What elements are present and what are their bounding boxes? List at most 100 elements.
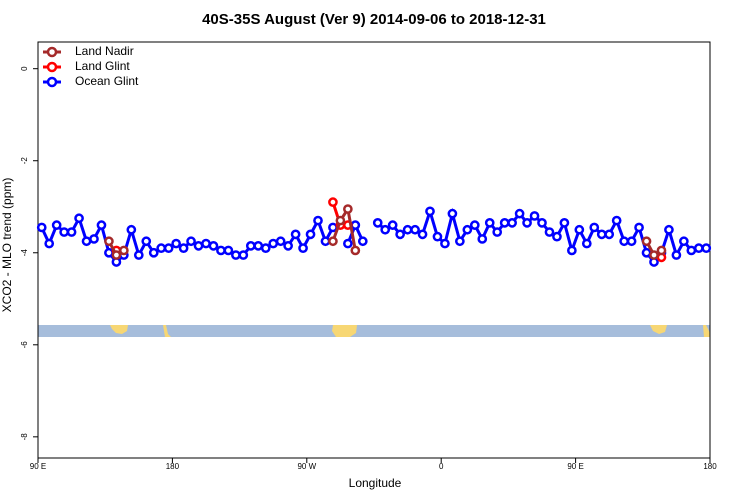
data-point xyxy=(253,241,264,251)
legend-item: Ocean Glint xyxy=(43,74,139,88)
x-axis-label: Longitude xyxy=(349,476,402,490)
data-point xyxy=(81,236,92,247)
data-point xyxy=(96,220,107,231)
data-point xyxy=(335,215,346,226)
data-point xyxy=(477,234,488,244)
data-point xyxy=(626,236,637,247)
legend-marker xyxy=(46,76,58,88)
data-point xyxy=(104,236,114,247)
data-point xyxy=(395,229,405,240)
y-tick-label: 0 xyxy=(20,66,29,71)
data-point xyxy=(425,206,435,217)
chart-title: 40S-35S August (Ver 9) 2014-09-06 to 201… xyxy=(202,11,546,28)
data-point xyxy=(343,204,353,214)
data-point xyxy=(74,213,84,224)
data-point xyxy=(701,243,712,254)
legend-marker xyxy=(46,46,58,58)
legend-label: Ocean Glint xyxy=(75,74,139,88)
data-point xyxy=(290,229,301,240)
x-tick-label: 90 E xyxy=(30,462,46,471)
data-point xyxy=(231,250,241,260)
data-point xyxy=(89,234,99,244)
data-point xyxy=(537,217,547,228)
data-point xyxy=(693,243,704,254)
data-point xyxy=(350,245,361,256)
y-tick-label: -2 xyxy=(20,157,29,165)
data-point xyxy=(357,236,368,247)
land-patch xyxy=(332,325,357,337)
data-point xyxy=(649,250,659,260)
data-point xyxy=(343,238,353,249)
data-point xyxy=(66,227,77,237)
data-point xyxy=(492,227,503,237)
data-point xyxy=(432,231,443,242)
land-patch xyxy=(110,325,128,334)
ocean-band xyxy=(38,325,710,337)
data-point xyxy=(581,238,592,249)
data-point xyxy=(410,224,420,235)
data-point xyxy=(268,238,279,249)
data-point xyxy=(298,243,308,254)
data-point xyxy=(305,229,316,240)
data-point xyxy=(119,245,129,256)
data-point xyxy=(507,217,517,228)
y-tick-label: -8 xyxy=(20,433,29,441)
y-axis-label: XCO2 - MLO trend (ppm) xyxy=(0,178,14,313)
data-point xyxy=(440,238,450,249)
data-point xyxy=(163,243,174,254)
legend-label: Land Glint xyxy=(75,59,130,73)
data-point xyxy=(260,243,271,254)
data-point xyxy=(559,217,570,228)
data-point xyxy=(141,236,152,247)
x-tick-label: 180 xyxy=(166,462,180,471)
data-point xyxy=(313,215,323,226)
data-point xyxy=(238,250,249,260)
data-point xyxy=(469,220,480,231)
data-point xyxy=(44,238,55,249)
data-point xyxy=(148,247,159,258)
data-point xyxy=(656,245,667,256)
data-point xyxy=(522,217,532,228)
data-point xyxy=(186,236,196,247)
data-point xyxy=(350,220,361,231)
data-point xyxy=(664,224,674,235)
y-tick-label: -4 xyxy=(20,249,29,257)
x-tick-label: 90 W xyxy=(297,462,316,471)
data-point xyxy=(544,227,555,237)
data-point xyxy=(417,229,428,240)
data-point xyxy=(619,236,629,247)
data-point xyxy=(328,236,338,247)
legend-marker xyxy=(46,61,58,73)
x-tick-label: 0 xyxy=(439,462,444,471)
land-patch xyxy=(703,325,710,337)
data-point xyxy=(671,250,682,260)
data-point xyxy=(455,236,465,247)
data-point xyxy=(51,220,62,231)
data-point xyxy=(604,229,615,240)
data-point xyxy=(574,224,585,235)
data-point xyxy=(402,224,413,235)
legend-item: Land Glint xyxy=(43,59,130,73)
data-point xyxy=(679,236,689,247)
data-point xyxy=(634,222,644,233)
data-point xyxy=(641,247,652,258)
data-point xyxy=(208,241,219,251)
data-point xyxy=(372,217,383,228)
data-point xyxy=(328,197,338,207)
data-point xyxy=(178,243,189,254)
data-point xyxy=(462,224,473,235)
map-strip xyxy=(38,325,710,337)
data-point xyxy=(596,229,607,240)
x-tick-label: 90 E xyxy=(567,462,583,471)
x-tick-label: 180 xyxy=(703,462,717,471)
data-point xyxy=(111,250,122,260)
data-point xyxy=(380,224,391,235)
data-point xyxy=(126,224,137,235)
data-point xyxy=(223,245,234,256)
data-point xyxy=(104,247,114,258)
data-point xyxy=(514,208,525,219)
data-point xyxy=(611,215,622,226)
y-tick-label: -6 xyxy=(20,341,29,349)
data-point xyxy=(201,238,211,249)
